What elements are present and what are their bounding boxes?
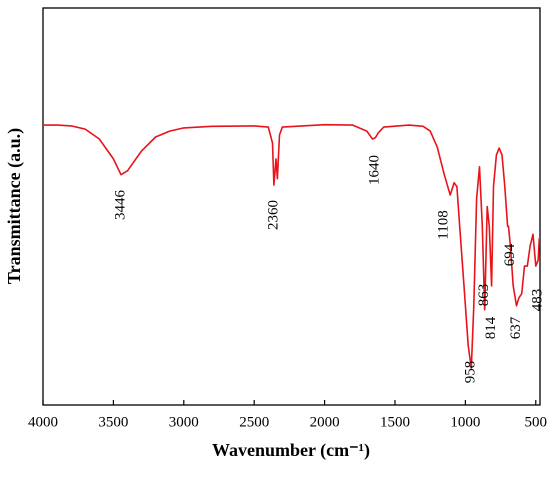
x-tick-label: 1500 — [380, 414, 410, 430]
peak-label: 694 — [502, 243, 518, 266]
peak-label: 1108 — [436, 210, 452, 239]
x-tick-label: 1000 — [450, 414, 480, 430]
y-axis-label: Transmittance (a.u.) — [4, 128, 25, 284]
x-tick-label: 3500 — [98, 414, 128, 430]
peak-label: 2360 — [265, 200, 281, 230]
peak-label: 958 — [463, 361, 479, 384]
x-tick-label: 500 — [525, 414, 548, 430]
x-tick-label: 4000 — [28, 414, 58, 430]
peak-label: 814 — [483, 316, 499, 339]
peak-label: 483 — [530, 289, 546, 312]
peak-label: 3446 — [112, 190, 128, 221]
spectrum-line — [43, 123, 541, 369]
x-axis-label: Wavenumber (cm⁻¹) — [212, 440, 370, 461]
x-tick-label: 2000 — [310, 414, 340, 430]
peak-label: 1640 — [367, 155, 383, 185]
x-tick-label: 3000 — [169, 414, 199, 430]
peak-label: 637 — [508, 316, 524, 339]
peak-label: 863 — [476, 284, 492, 307]
plot-frame — [42, 7, 541, 406]
x-tick-label: 2500 — [239, 414, 269, 430]
